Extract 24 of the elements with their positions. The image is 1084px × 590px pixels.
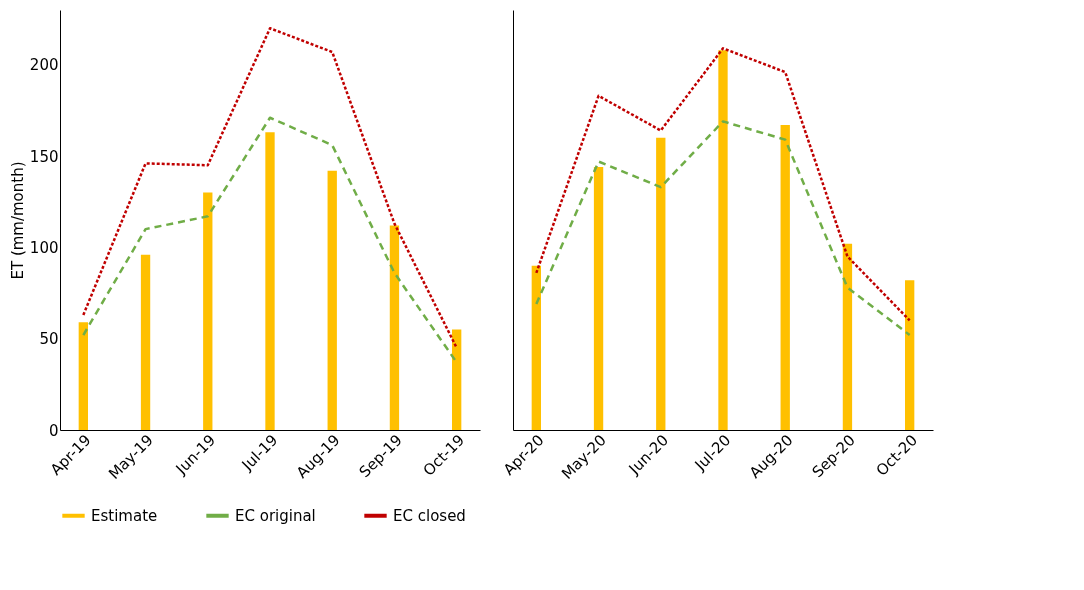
y-tick-label: 100 — [29, 238, 59, 257]
y-tick-label: 0 — [48, 421, 59, 440]
y-tick-label: 50 — [39, 330, 59, 349]
line-series — [82, 27, 458, 350]
y-tick-label: 150 — [29, 147, 59, 166]
bar — [780, 125, 790, 430]
bar — [718, 50, 728, 430]
bar — [593, 167, 604, 430]
legend-label: EC original — [235, 506, 316, 525]
y-axis-title: ET (mm/month) — [8, 161, 27, 280]
bar — [531, 265, 541, 430]
bar — [78, 322, 88, 430]
bar — [452, 329, 462, 430]
bar — [140, 254, 151, 430]
bar — [327, 170, 337, 430]
bar — [203, 192, 213, 430]
bar — [389, 225, 400, 430]
legend-label: EC closed — [393, 506, 466, 525]
bar — [905, 280, 915, 430]
legend-label: Estimate — [91, 506, 158, 525]
bar — [265, 132, 275, 430]
y-tick-label: 200 — [29, 56, 59, 75]
bar — [656, 137, 666, 430]
bar — [842, 243, 853, 430]
